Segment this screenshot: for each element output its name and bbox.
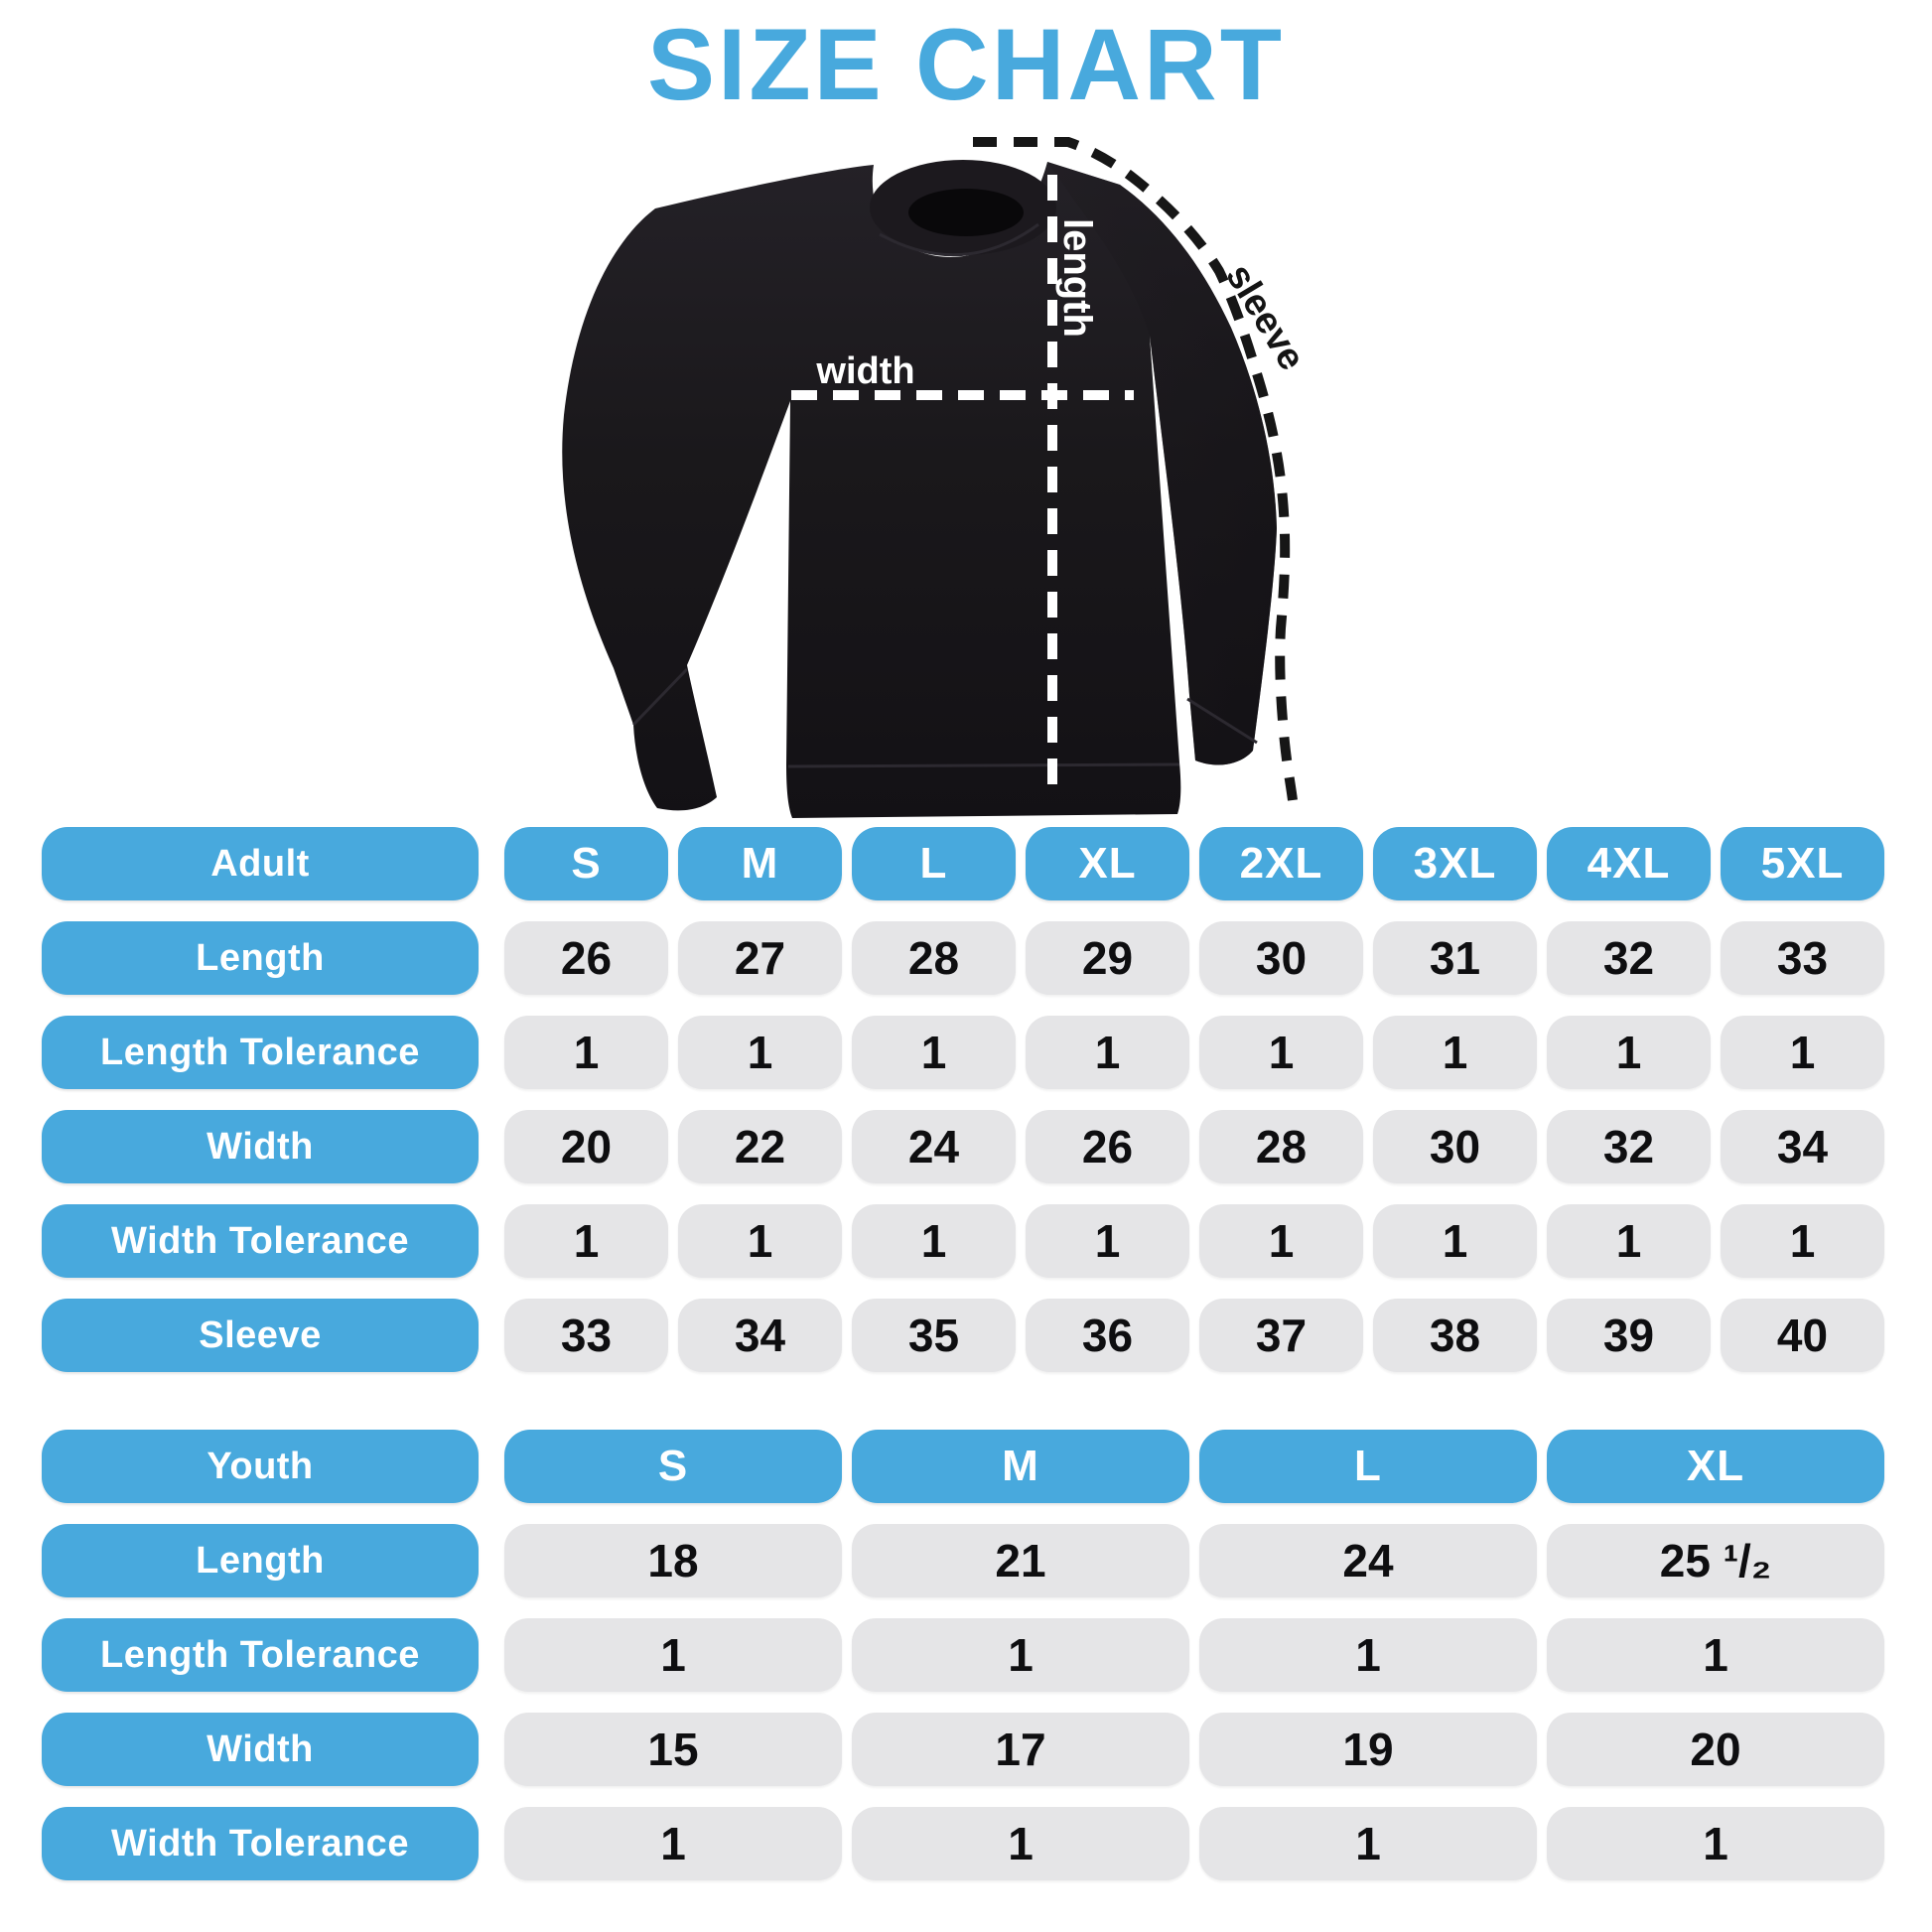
adult-sleeve-3xl: 38 — [1373, 1299, 1537, 1372]
youth-length-l: 24 — [1199, 1524, 1537, 1597]
youth-length-m: 21 — [852, 1524, 1189, 1597]
youth-length-s: 18 — [504, 1524, 842, 1597]
adult-width-tol-5xl: 1 — [1721, 1204, 1884, 1278]
adult-width-l: 24 — [852, 1110, 1016, 1183]
adult-row-label-sleeve: Sleeve — [42, 1299, 479, 1372]
adult-sleeve-l: 35 — [852, 1299, 1016, 1372]
sweatshirt-illustration: width length sleeve — [562, 137, 1312, 818]
adult-length-5xl: 33 — [1721, 921, 1884, 995]
youth-size-header-m: M — [852, 1430, 1189, 1503]
adult-width-xl: 26 — [1026, 1110, 1189, 1183]
youth-length-tol-l: 1 — [1199, 1618, 1537, 1692]
adult-length-4xl: 32 — [1547, 921, 1711, 995]
adult-size-header-l: L — [852, 827, 1016, 900]
adult-length-tol-3xl: 1 — [1373, 1016, 1537, 1089]
adult-width-tol-3xl: 1 — [1373, 1204, 1537, 1278]
adult-row-label-width: Width — [42, 1110, 479, 1183]
youth-width-m: 17 — [852, 1713, 1189, 1786]
adult-length-tol-s: 1 — [504, 1016, 668, 1089]
adult-width-2xl: 28 — [1199, 1110, 1363, 1183]
adult-sleeve-xl: 36 — [1026, 1299, 1189, 1372]
adult-row-label-width-tolerance: Width Tolerance — [42, 1204, 479, 1278]
adult-sleeve-2xl: 37 — [1199, 1299, 1363, 1372]
adult-sleeve-5xl: 40 — [1721, 1299, 1884, 1372]
youth-size-header-s: S — [504, 1430, 842, 1503]
adult-length-tol-2xl: 1 — [1199, 1016, 1363, 1089]
youth-width-s: 15 — [504, 1713, 842, 1786]
youth-row-label-width-tolerance: Width Tolerance — [42, 1807, 479, 1880]
adult-size-header-xl: XL — [1026, 827, 1189, 900]
youth-width-tol-s: 1 — [504, 1807, 842, 1880]
youth-size-table: Youth S M L XL Length 18 21 24 25 ¹/₂ Le… — [42, 1430, 1884, 1880]
adult-width-tol-m: 1 — [678, 1204, 842, 1278]
adult-size-header-5xl: 5XL — [1721, 827, 1884, 900]
adult-size-header-2xl: 2XL — [1199, 827, 1363, 900]
adult-sleeve-s: 33 — [504, 1299, 668, 1372]
adult-size-header-4xl: 4XL — [1547, 827, 1711, 900]
youth-width-tol-xl: 1 — [1547, 1807, 1884, 1880]
adult-length-xl: 29 — [1026, 921, 1189, 995]
adult-size-table: Adult S M L XL 2XL 3XL 4XL 5XL Length 26… — [42, 827, 1884, 1372]
adult-size-header-3xl: 3XL — [1373, 827, 1537, 900]
adult-width-tol-xl: 1 — [1026, 1204, 1189, 1278]
right-cuff-seam — [1186, 697, 1258, 745]
adult-length-tol-l: 1 — [852, 1016, 1016, 1089]
youth-length-xl: 25 ¹/₂ — [1547, 1524, 1884, 1597]
adult-length-l: 28 — [852, 921, 1016, 995]
adult-length-3xl: 31 — [1373, 921, 1537, 995]
adult-width-tol-2xl: 1 — [1199, 1204, 1363, 1278]
adult-length-2xl: 30 — [1199, 921, 1363, 995]
adult-size-header-m: M — [678, 827, 842, 900]
left-cuff-seam — [631, 667, 689, 727]
adult-length-tol-4xl: 1 — [1547, 1016, 1711, 1089]
youth-size-header-xl: XL — [1547, 1430, 1884, 1503]
youth-length-tol-m: 1 — [852, 1618, 1189, 1692]
youth-row-label-width: Width — [42, 1713, 479, 1786]
youth-length-tol-s: 1 — [504, 1618, 842, 1692]
page-title: SIZE CHART — [647, 8, 1285, 121]
adult-row-label-length: Length — [42, 921, 479, 995]
length-label: length — [1055, 218, 1099, 338]
adult-length-tol-5xl: 1 — [1721, 1016, 1884, 1089]
adult-width-3xl: 30 — [1373, 1110, 1537, 1183]
adult-width-s: 20 — [504, 1110, 668, 1183]
adult-size-header-s: S — [504, 827, 668, 900]
adult-length-tol-m: 1 — [678, 1016, 842, 1089]
hem-seam — [787, 762, 1180, 768]
width-label: width — [815, 350, 914, 392]
adult-length-s: 26 — [504, 921, 668, 995]
adult-width-tol-s: 1 — [504, 1204, 668, 1278]
youth-size-header-l: L — [1199, 1430, 1537, 1503]
adult-width-tol-l: 1 — [852, 1204, 1016, 1278]
adult-header-label: Adult — [42, 827, 479, 900]
adult-length-m: 27 — [678, 921, 842, 995]
adult-sleeve-4xl: 39 — [1547, 1299, 1711, 1372]
adult-width-m: 22 — [678, 1110, 842, 1183]
adult-width-tol-4xl: 1 — [1547, 1204, 1711, 1278]
adult-width-5xl: 34 — [1721, 1110, 1884, 1183]
youth-header-label: Youth — [42, 1430, 479, 1503]
garment-diagram: width length sleeve — [536, 107, 1350, 826]
youth-length-tol-xl: 1 — [1547, 1618, 1884, 1692]
adult-width-4xl: 32 — [1547, 1110, 1711, 1183]
adult-row-label-length-tolerance: Length Tolerance — [42, 1016, 479, 1089]
collar-opening — [908, 189, 1024, 236]
adult-sleeve-m: 34 — [678, 1299, 842, 1372]
youth-row-label-length: Length — [42, 1524, 479, 1597]
youth-row-label-length-tolerance: Length Tolerance — [42, 1618, 479, 1692]
youth-width-l: 19 — [1199, 1713, 1537, 1786]
youth-width-xl: 20 — [1547, 1713, 1884, 1786]
youth-width-tol-l: 1 — [1199, 1807, 1537, 1880]
collar-seam — [879, 222, 1039, 257]
sleeve-measure-line — [973, 137, 1298, 801]
sweatshirt-body — [562, 162, 1277, 818]
adult-length-tol-xl: 1 — [1026, 1016, 1189, 1089]
sleeve-shading — [1047, 162, 1277, 765]
youth-width-tol-m: 1 — [852, 1807, 1189, 1880]
